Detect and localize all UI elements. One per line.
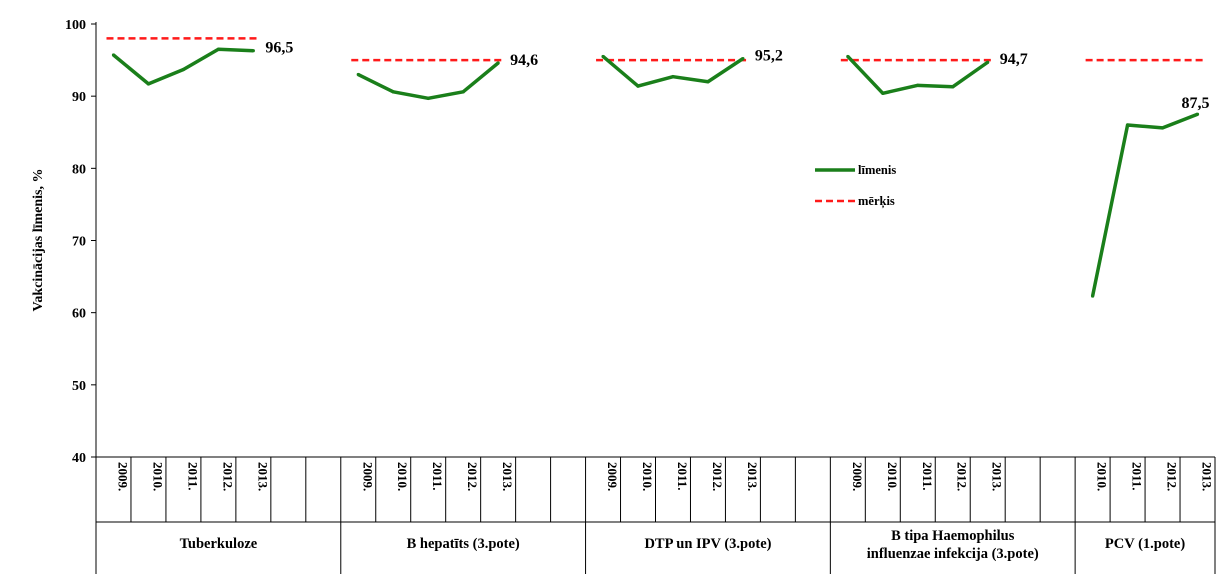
level-point	[112, 53, 115, 56]
legend-label: līmenis	[858, 163, 896, 177]
level-point	[601, 55, 604, 58]
level-point	[147, 82, 150, 85]
x-tick-label: 2010.	[885, 462, 900, 491]
level-point	[1161, 126, 1164, 129]
x-tick-label: 2010.	[150, 462, 165, 491]
y-tick-label: 60	[72, 307, 86, 322]
x-tick-label: 2013.	[745, 462, 760, 491]
y-tick-label: 100	[65, 18, 86, 33]
x-tick-label: 2013.	[1200, 462, 1215, 491]
level-point	[1196, 113, 1199, 116]
y-tick-label: 50	[72, 379, 86, 394]
level-point	[636, 84, 639, 87]
level-point	[462, 90, 465, 93]
level-point	[497, 61, 500, 64]
level-point	[357, 73, 360, 76]
x-tick-label: 2009.	[850, 462, 865, 491]
end-value-label: 96,5	[265, 40, 293, 57]
x-tick-label: 2011.	[675, 462, 690, 491]
end-value-label: 94,6	[510, 52, 538, 69]
level-point	[427, 97, 430, 100]
level-point	[986, 61, 989, 64]
level-point	[916, 84, 919, 87]
level-point	[252, 49, 255, 52]
y-tick-label: 40	[72, 451, 86, 466]
level-point	[1091, 294, 1094, 297]
x-tick-label: 2013.	[990, 462, 1005, 491]
x-tick-label: 2012.	[465, 462, 480, 491]
end-value-label: 95,2	[755, 48, 783, 65]
end-value-label: 94,7	[1000, 51, 1028, 68]
group-label: B hepatīts (3.pote)	[407, 536, 520, 552]
y-tick-label: 80	[72, 162, 86, 177]
group-label: Tuberkuloze	[180, 536, 258, 552]
x-tick-label: 2009.	[115, 462, 130, 491]
level-point	[182, 68, 185, 71]
x-tick-label: 2012.	[220, 462, 235, 491]
series-layer: 96,5 94,6 95,2 94,7 87,5	[106, 38, 1209, 297]
level-point	[951, 85, 954, 88]
x-tick-label: 2009.	[605, 462, 620, 491]
axes: 40 50 60 70 80 90 100	[65, 18, 1215, 574]
end-value-label: 87,5	[1182, 95, 1210, 112]
x-tick-label: 2010.	[395, 462, 410, 491]
level-point	[217, 48, 220, 51]
level-point	[881, 92, 884, 95]
level-point	[671, 75, 674, 78]
level-line	[848, 56, 988, 93]
level-point	[392, 90, 395, 93]
x-tick-label: 2013.	[255, 462, 270, 491]
x-tick-label: 2012.	[1165, 462, 1180, 491]
x-tick-label: 2012.	[710, 462, 725, 491]
level-line	[113, 49, 253, 84]
x-tick-label: 2011.	[185, 462, 200, 491]
group-label: B tipa Haemophilus	[891, 528, 1015, 544]
x-tick-label: 2011.	[920, 462, 935, 491]
x-tick-label: 2010.	[640, 462, 655, 491]
y-tick-label: 90	[72, 90, 86, 105]
level-point	[1126, 123, 1129, 126]
level-point	[846, 55, 849, 58]
x-tick-label: 2011.	[1130, 462, 1145, 491]
y-tick-label: 70	[72, 235, 86, 250]
group-label: influenzae infekcija (3.pote)	[867, 546, 1039, 562]
category-axis: 2009. 2010. 2011. 2012. 2013. Tuberkuloze 2009…	[96, 457, 1215, 574]
legend: līmenis mērķis	[815, 163, 896, 209]
level-line	[358, 63, 498, 98]
level-point	[741, 57, 744, 60]
x-tick-label: 2009.	[360, 462, 375, 491]
x-tick-label: 2011.	[430, 462, 445, 491]
group-label: PCV (1.pote)	[1105, 536, 1185, 552]
x-tick-label: 2012.	[955, 462, 970, 491]
level-line	[1093, 114, 1198, 296]
level-point	[706, 80, 709, 83]
x-tick-label: 2010.	[1095, 462, 1110, 491]
legend-label: mērķis	[858, 194, 895, 209]
y-axis-label: Vakcinācijas līmenis, %	[31, 169, 46, 312]
group-label: DTP un IPV (3.pote)	[644, 536, 771, 552]
x-tick-label: 2013.	[500, 462, 515, 491]
